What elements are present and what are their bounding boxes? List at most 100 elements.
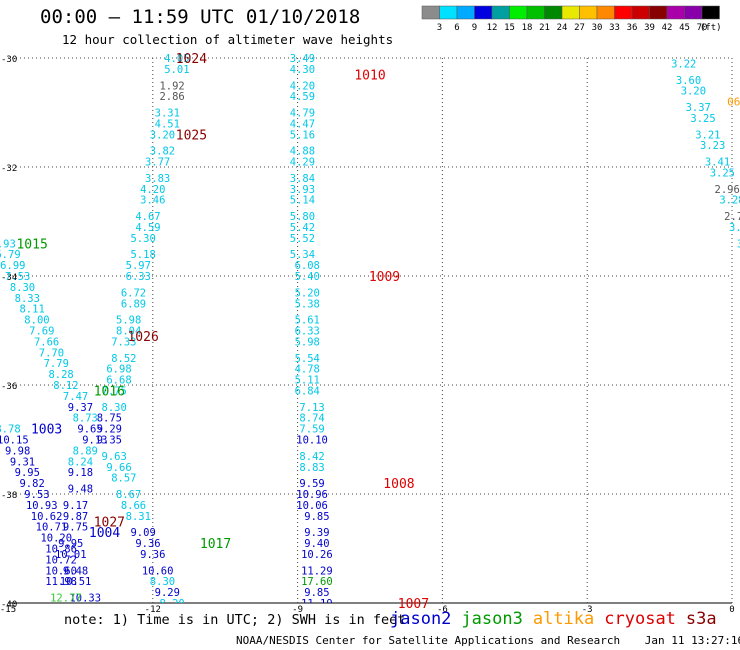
wave-height-value: 3.21: [695, 129, 720, 141]
wave-height-value: 6.33: [295, 326, 320, 338]
colorbar-tick-label: 9: [472, 23, 477, 33]
wave-height-value: 5.93: [0, 238, 16, 250]
wave-height-value: 5.42: [290, 222, 315, 234]
wave-height-value: 6.72: [121, 287, 146, 299]
latitude-axis: -30 -32 -34 -36 -38 -40: [1, 55, 17, 610]
colorbar-swatch: [614, 5, 633, 20]
wave-height-value: 8.83: [299, 462, 324, 474]
latitude-tick-label: -40: [1, 600, 17, 610]
wave-height-value: 3.25: [690, 113, 715, 125]
wave-height-value: 8.66: [121, 500, 146, 512]
wave-height-value: 9.39: [304, 527, 329, 539]
wave-height-value: 8.73: [73, 413, 98, 425]
wave-height-value: 3.28: [719, 195, 740, 207]
colorbar-swatch: [421, 5, 440, 20]
latitude-tick-label: -32: [1, 164, 17, 174]
wave-height-value: 10.20: [40, 533, 72, 545]
wave-height-value: 9.95: [15, 467, 40, 479]
satellite-legend-jason3: jason3: [461, 609, 523, 629]
satellite-track: 8.7810.159.989.319.959.829.5310.9310.621…: [0, 424, 82, 605]
wave-height-value: 8.33: [15, 293, 40, 305]
wave-height-value: 4.29: [290, 157, 315, 169]
pressure-label: 1003: [31, 423, 62, 438]
colorbar-swatch: [649, 5, 668, 20]
wave-height-value: 4.79: [290, 108, 315, 120]
colorbar-swatch: [474, 5, 493, 20]
wave-height-value: 10.60: [45, 565, 77, 577]
wave-height-value: 9.63: [102, 451, 127, 463]
wave-height-value: 11.29: [301, 565, 333, 577]
wave-height-value: 9.66: [106, 462, 131, 474]
wave-height-value: 9.36: [135, 538, 160, 550]
wave-height-value: 10.33: [69, 593, 101, 605]
latitude-tick-label: -30: [1, 55, 17, 65]
wave-height-value: 3.31: [155, 108, 180, 120]
wave-height-value: 5.61: [295, 315, 320, 327]
longitude-axis: -15 -12 -9 -6 -3 0: [0, 605, 735, 615]
wave-height-value: 12.77: [50, 593, 82, 605]
wave-height-value: 5.98: [116, 315, 141, 327]
latitude-tick-label: -38: [1, 491, 17, 501]
wave-height-value: 5.30: [130, 233, 155, 245]
wave-height-value: 8.11: [19, 304, 44, 316]
wave-height-value: 9.29: [155, 587, 180, 599]
wave-height-value: 5.54: [295, 353, 320, 365]
satellite-legend-s3a: s3a: [685, 609, 717, 629]
wave-height-value: 5.11: [295, 375, 320, 387]
footer: NOAA/NESDIS Center for Satellite Applica…: [236, 634, 740, 647]
wave-height-value: 3.15: [729, 222, 740, 234]
colorbar-tick-label: 12: [487, 23, 498, 33]
wave-height-value: 10.26: [301, 549, 333, 561]
wave-height-value: 3.49: [290, 53, 315, 65]
wave-height-value: 10.60: [142, 565, 174, 577]
colorbar-tick-label: 36: [627, 23, 638, 33]
satellite-legend-jason2: jason2: [390, 609, 452, 629]
wave-height-value: 6.08: [295, 260, 320, 272]
wave-height-value: 11.98: [45, 576, 77, 588]
colorbar-swatch: [491, 5, 510, 20]
colorbar-tick-label: 39: [644, 23, 655, 33]
wave-height-value: 6.99: [0, 260, 25, 272]
wave-height-value: 3.37: [686, 102, 711, 114]
wave-height-value: 3.20: [681, 86, 706, 98]
wave-height-value: 2.72: [724, 211, 740, 223]
wave-height-value: 7.47: [63, 391, 88, 403]
wave-height-value: 8.75: [97, 413, 122, 425]
wave-height-value: 8.30: [10, 282, 35, 294]
wave-height-value: 6.98: [106, 364, 131, 376]
lat-lon-grid: [8, 57, 733, 604]
wave-height-value: 4.20: [140, 184, 165, 196]
wave-height-value: 8.00: [24, 315, 49, 327]
pressure-label: 1009: [369, 270, 400, 285]
wave-height-value: 10.10: [296, 435, 328, 447]
satellite-track: 3.494.30 4.204.59 4.794.475.16 4.884.29 3.84…: [290, 53, 333, 603]
wave-height-value: 4.78: [295, 364, 320, 376]
wave-height-value: 9.59: [299, 478, 324, 490]
wave-height-value: 3.84: [290, 173, 315, 185]
wave-height-value: 4.51: [155, 118, 180, 130]
colorbar-tick-label: 15: [504, 23, 515, 33]
pressure-label: 1024: [176, 52, 207, 67]
colorbar-tick-label: 42: [662, 23, 673, 33]
wave-height-value: 06: [727, 96, 740, 109]
wave-height-value: 6.79: [0, 249, 21, 261]
pressure-labels: 1024 1010 1025 1015 1009 1026 1016 1003 1008 1027…: [16, 52, 429, 612]
wave-height-value: 10.93: [26, 500, 58, 512]
colorbar-tick-label: 3: [437, 23, 442, 33]
colorbar-swatch: [509, 5, 528, 20]
wave-height-value: 5.18: [130, 249, 155, 261]
wave-height-value: 6.89: [121, 298, 146, 310]
longitude-tick-label: -6: [437, 605, 448, 615]
wave-height-value: 5.40: [295, 271, 320, 283]
colorbar-tick-label: 27: [574, 23, 585, 33]
wave-height-value: 10.06: [296, 500, 328, 512]
wave-height-value: 9.36: [140, 549, 165, 561]
wave-height-value: 8.74: [299, 413, 324, 425]
wave-height-value: 9.53: [24, 489, 49, 501]
wave-height-value: 3.2: [737, 238, 740, 250]
wave-height-value: 8.28: [48, 369, 73, 381]
colorbar-swatch: [544, 5, 563, 20]
map-title: 00:00 – 11:59 UTC 01/10/2018: [40, 6, 361, 28]
satellite-tracks: 4.055.011.922.863.314.513.203.823.773.83…: [0, 53, 740, 605]
